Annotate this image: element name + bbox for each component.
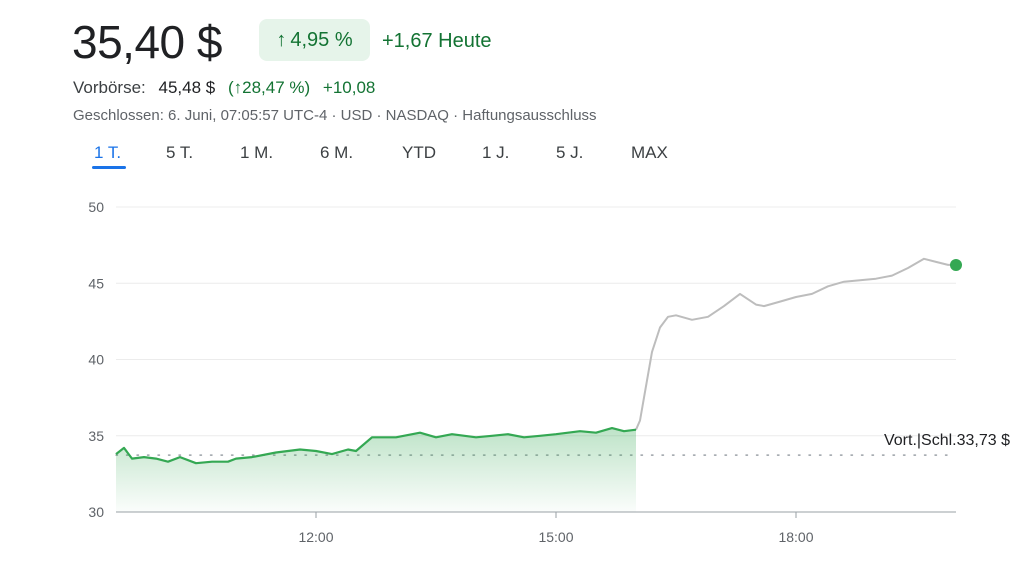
- y-tick-label-40: 40: [88, 352, 104, 368]
- y-tick-label-50: 50: [88, 199, 104, 215]
- x-tick-label-0: 12:00: [298, 529, 333, 545]
- x-tick-label-2: 18:00: [778, 529, 813, 545]
- tab-ytd[interactable]: YTD: [402, 143, 436, 162]
- arrow-up-icon: ↑: [276, 29, 287, 51]
- price-chart-svg: 30 35 40 45 50 12:00 15:00 18:00 Vort.|Schl.33,7…: [88, 199, 1010, 545]
- premarket-price: 45,48 $: [158, 78, 216, 97]
- y-tick-label-45: 45: [88, 275, 104, 291]
- x-tick-label-1: 15:00: [538, 529, 573, 545]
- regular-session-area: [116, 428, 636, 512]
- active-tab-indicator: [92, 166, 126, 169]
- premarket-percent: (↑28,47 %): [227, 78, 311, 97]
- tab-5-years[interactable]: 5 J.: [556, 143, 584, 162]
- change-percent-badge: ↑ 4,95 %: [259, 19, 370, 61]
- tab-1-month[interactable]: 1 M.: [240, 143, 274, 162]
- premarket-row: Vorbörse: 45,48 $ (↑28,47 %) +10,08: [73, 77, 375, 99]
- premarket-change: +10,08: [322, 78, 376, 97]
- change-today: +1,67 Heute: [382, 30, 492, 52]
- premarket-label: Vorbörse:: [73, 78, 146, 97]
- y-tick-label-35: 35: [88, 428, 104, 444]
- tab-5-days[interactable]: 5 T.: [166, 143, 194, 162]
- change-percent: 4,95 %: [290, 29, 353, 51]
- regular-session-line: [115, 427, 637, 465]
- previous-close-label: Vort.|Schl.33,73 $: [884, 432, 1010, 449]
- current-price: 35,40 $: [72, 16, 222, 68]
- range-tabs: 1 T. 5 T. 1 M. 6 M. YTD 1 J. 5 J. MAX: [0, 140, 1024, 170]
- y-tick-label-30: 30: [88, 504, 104, 520]
- price-chart[interactable]: 30 35 40 45 50 12:00 15:00 18:00 Vort.|Schl.33,7…: [0, 190, 1024, 565]
- tab-1-year[interactable]: 1 J.: [482, 143, 510, 162]
- extended-session-line: [635, 257, 956, 431]
- tab-max[interactable]: MAX: [631, 143, 668, 162]
- market-meta: Geschlossen: 6. Juni, 07:05:57 UTC-4 · U…: [73, 107, 597, 124]
- tab-6-months[interactable]: 6 M.: [320, 143, 354, 162]
- tab-1-day[interactable]: 1 T.: [94, 143, 122, 162]
- last-price-dot: [950, 258, 962, 271]
